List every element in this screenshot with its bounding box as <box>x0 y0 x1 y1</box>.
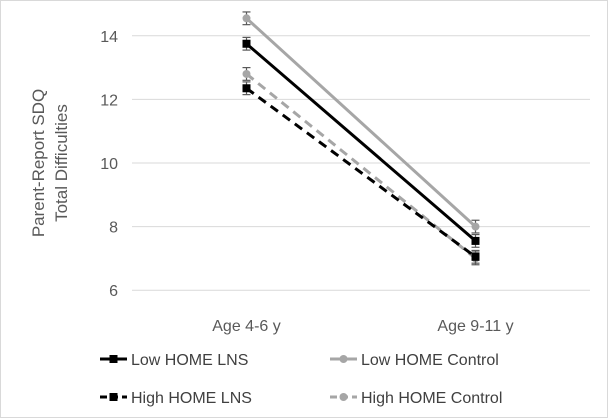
legend-item: High HOME LNS <box>100 390 252 407</box>
series-low-home-lns <box>242 36 480 248</box>
data-point <box>471 252 480 261</box>
legend-swatch-marker <box>109 393 118 401</box>
series-line <box>245 17 477 228</box>
data-point <box>242 84 251 93</box>
legend: Low HOME LNS Low HOME Control High HOME LN… <box>100 352 502 407</box>
legend-item: High HOME Control <box>330 390 502 407</box>
data-point <box>471 236 480 245</box>
x-tick-label: Age 4-6 y <box>212 318 280 335</box>
y-tick-label: 14 <box>100 29 118 46</box>
y-tick-label: 10 <box>100 156 118 173</box>
data-point <box>242 39 251 48</box>
y-axis-label-line: Total Difficulties <box>52 104 71 222</box>
series-line <box>245 87 477 259</box>
legend-item: Low HOME LNS <box>100 352 248 369</box>
data-point <box>242 14 251 23</box>
series-lines <box>242 11 480 266</box>
legend-item: Low HOME Control <box>330 352 499 369</box>
x-tick-labels: Age 4-6 y Age 9-11 y <box>212 318 513 335</box>
data-point <box>471 222 480 231</box>
y-tick-label: 12 <box>100 92 118 109</box>
legend-swatch-marker <box>339 393 348 401</box>
grid-lines <box>132 35 590 291</box>
data-point <box>242 69 251 78</box>
y-axis-label-line: Parent-Report SDQ <box>29 89 48 237</box>
y-tick-label: 8 <box>109 220 118 237</box>
legend-label: Low HOME LNS <box>131 352 248 369</box>
legend-label: High HOME LNS <box>131 390 252 407</box>
legend-swatch-marker <box>109 355 118 363</box>
series-line <box>245 72 477 260</box>
legend-label: High HOME Control <box>361 390 502 407</box>
legend-swatch-marker <box>339 355 348 363</box>
series-high-home-lns <box>242 81 480 264</box>
x-tick-label: Age 9-11 y <box>437 318 513 335</box>
legend-label: Low HOME Control <box>361 352 499 369</box>
series-line <box>245 42 477 243</box>
series-low-home-control <box>242 11 480 234</box>
y-tick-label: 6 <box>109 283 118 300</box>
y-tick-labels: 6 8 10 12 14 <box>100 29 118 300</box>
y-axis-label: Parent-Report SDQ Total Difficulties <box>29 89 71 237</box>
